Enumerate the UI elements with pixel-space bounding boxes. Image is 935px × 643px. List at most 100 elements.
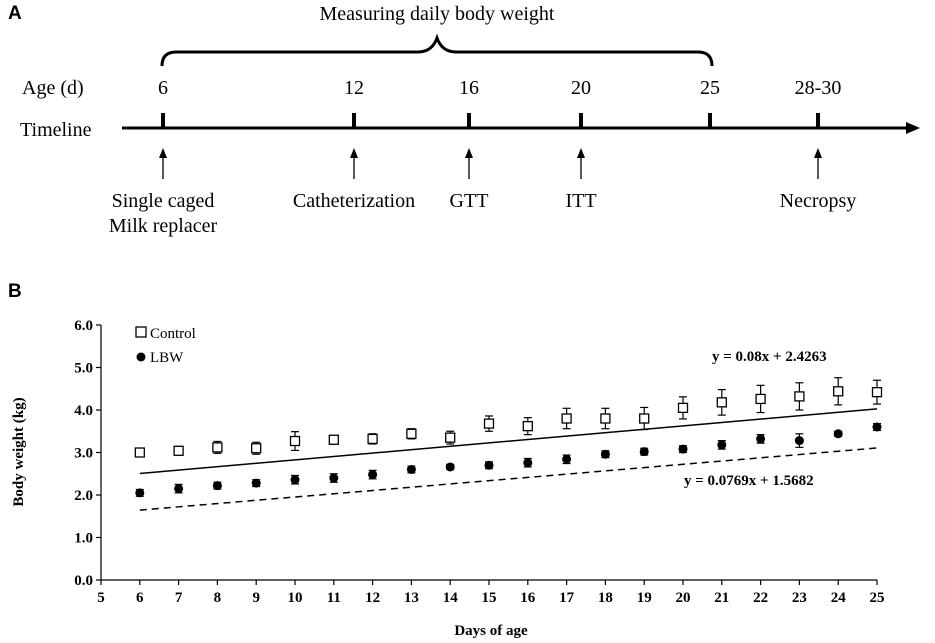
data-point-lbw	[329, 473, 339, 483]
event-arrow-head	[814, 148, 822, 158]
data-points	[134, 386, 883, 498]
data-point-lbw	[678, 444, 688, 454]
age-row-label: Age (d)	[22, 77, 84, 99]
data-point-control	[251, 443, 262, 454]
x-tick-label: 15	[482, 590, 497, 606]
data-point-lbw	[406, 465, 416, 474]
data-point-lbw	[445, 462, 455, 472]
fit-line-lbw	[139, 447, 878, 511]
data-point-control	[716, 397, 727, 408]
data-point-control	[639, 413, 650, 424]
event-label: Necropsy	[780, 190, 857, 212]
data-point-lbw	[135, 488, 145, 498]
data-point-lbw	[639, 447, 649, 457]
data-point-control	[328, 434, 339, 445]
data-point-control	[871, 386, 883, 398]
x-axis-title: Days of age	[454, 623, 528, 639]
legend: Control LBW	[135, 326, 196, 366]
fit-equation-control: y = 0.08x + 2.4263	[712, 349, 827, 365]
data-point-lbw	[212, 481, 222, 491]
age-12: 12	[344, 77, 364, 99]
data-point-lbw	[484, 460, 494, 470]
y-tick-label: 2.0	[74, 488, 93, 504]
x-tick-label: 8	[214, 590, 222, 606]
data-point-control	[833, 386, 844, 397]
x-tick-label: 23	[792, 590, 807, 606]
event-arrow-head	[159, 148, 167, 158]
age-28-30: 28-30	[795, 77, 842, 99]
legend-marker-control	[135, 326, 147, 338]
y-tick-label: 0.0	[74, 573, 93, 589]
x-tick-label: 25	[870, 590, 885, 606]
x-tick-label: 22	[753, 590, 768, 606]
chart-axes: 0.0 1.0 2.0 3.0 4.0 5.0 6.0 5 6 7 8 9 10 11 12 13 14 15 16…	[74, 318, 884, 606]
x-tick-label: 6	[136, 590, 144, 606]
data-point-control	[445, 432, 456, 443]
x-tick-label: 10	[288, 590, 303, 606]
event-label: Single caged	[112, 190, 215, 212]
data-point-control	[522, 420, 533, 432]
timeline-arrowhead	[906, 122, 920, 134]
data-point-control	[483, 418, 495, 429]
data-point-lbw	[523, 458, 533, 468]
panel-a-label: A	[8, 3, 22, 24]
age-16: 16	[459, 77, 479, 99]
x-tick-label: 17	[559, 590, 575, 606]
y-tick-label: 3.0	[74, 446, 93, 462]
data-point-control	[600, 413, 611, 424]
data-point-control	[367, 433, 378, 445]
panel-b-label: B	[8, 281, 22, 302]
timeline-row-label: Timeline	[20, 119, 92, 141]
y-tick-label: 4.0	[74, 403, 93, 419]
x-tick-label: 18	[598, 590, 613, 606]
x-tick-label: 20	[676, 590, 691, 606]
event-label: ITT	[565, 190, 596, 212]
x-tick-label: 5	[97, 590, 105, 606]
timeline-ticks	[161, 113, 820, 129]
fit-equation-lbw: y = 0.0769x + 1.5682	[684, 473, 814, 489]
data-point-control	[755, 393, 766, 405]
y-tick-label: 1.0	[74, 531, 93, 547]
data-point-lbw	[251, 478, 261, 488]
event-arrow-head	[350, 148, 358, 158]
data-point-control	[406, 428, 417, 439]
age-20: 20	[571, 77, 591, 99]
x-tick-label: 11	[327, 590, 341, 606]
data-point-lbw	[290, 475, 300, 485]
data-point-lbw	[562, 454, 572, 464]
bracket-title: Measuring daily body weight	[320, 3, 555, 25]
event-label: Milk replacer	[109, 215, 218, 237]
data-point-lbw	[717, 440, 727, 450]
x-tick-label: 24	[831, 590, 847, 606]
x-tick-label: 7	[175, 590, 183, 606]
event-arrow-head	[465, 148, 473, 158]
event-arrow-head	[577, 148, 585, 158]
data-point-lbw	[174, 484, 184, 494]
data-point-lbw	[368, 470, 378, 480]
y-axis-title: Body weight (kg)	[11, 397, 27, 506]
age-25: 25	[700, 77, 720, 99]
data-point-control	[212, 442, 223, 453]
x-tick-label: 16	[520, 590, 536, 606]
x-tick-label: 21	[714, 590, 729, 606]
data-point-lbw	[756, 434, 766, 444]
panel-b: B Body weight (kg) Days of age 0.0 1.0 2.0…	[8, 281, 885, 639]
event-label: Catheterization	[293, 190, 415, 212]
panel-a: A Measuring daily body weight Age (d) Ti…	[8, 3, 920, 237]
x-tick-label: 19	[637, 590, 652, 606]
data-point-control	[561, 413, 572, 424]
fit-lines	[139, 408, 878, 511]
age-6: 6	[158, 77, 168, 99]
x-tick-label: 9	[252, 590, 260, 606]
data-point-control	[173, 445, 184, 456]
legend-marker-lbw	[136, 352, 146, 362]
data-point-control	[677, 402, 689, 414]
data-point-lbw	[833, 429, 843, 439]
y-tick-label: 5.0	[74, 361, 93, 377]
x-tick-label: 13	[404, 590, 419, 606]
legend-label-lbw: LBW	[150, 350, 184, 366]
event-arrows	[159, 148, 822, 179]
data-point-lbw	[794, 436, 804, 446]
legend-label-control: Control	[150, 326, 196, 342]
